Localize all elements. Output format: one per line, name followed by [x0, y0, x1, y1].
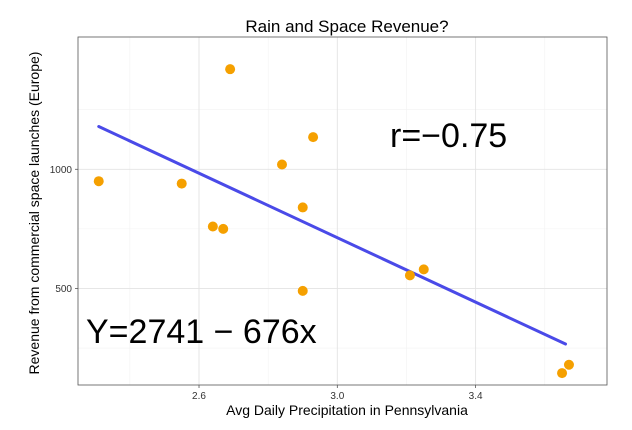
- x-tick-label: 2.6: [192, 391, 206, 402]
- data-point: [176, 178, 187, 189]
- axes: 2.6 3.0 3.4 500 1000: [50, 165, 483, 402]
- x-axis-title: Avg Daily Precipitation in Pennsylvania: [226, 402, 468, 418]
- data-point: [207, 221, 218, 232]
- y-axis-title: Revenue from commercial space launches (…: [26, 52, 42, 375]
- grid-lines: [78, 37, 607, 385]
- x-tick-label: 3.4: [469, 391, 483, 402]
- data-point: [297, 202, 308, 213]
- data-point: [297, 285, 308, 296]
- data-point: [93, 176, 104, 187]
- data-point: [557, 368, 568, 379]
- data-point: [418, 264, 429, 275]
- regression-equation-annotation: Y=2741 − 676x: [86, 313, 317, 351]
- y-tick-label: 1000: [50, 165, 73, 176]
- data-point: [308, 132, 319, 143]
- x-tick-label: 3.0: [330, 391, 344, 402]
- plot-area: [78, 37, 607, 385]
- correlation-annotation: r=−0.75: [390, 117, 507, 155]
- data-point: [225, 64, 236, 75]
- data-points: [93, 64, 574, 379]
- regression-line: [97, 125, 568, 346]
- data-point: [218, 223, 229, 234]
- plot-border: [77, 36, 608, 386]
- data-point: [276, 159, 287, 170]
- data-point: [404, 270, 415, 281]
- chart-title: Rain and Space Revenue?: [245, 17, 448, 36]
- y-tick-label: 500: [55, 284, 72, 295]
- data-point: [563, 359, 574, 370]
- plot-panel: [77, 36, 608, 386]
